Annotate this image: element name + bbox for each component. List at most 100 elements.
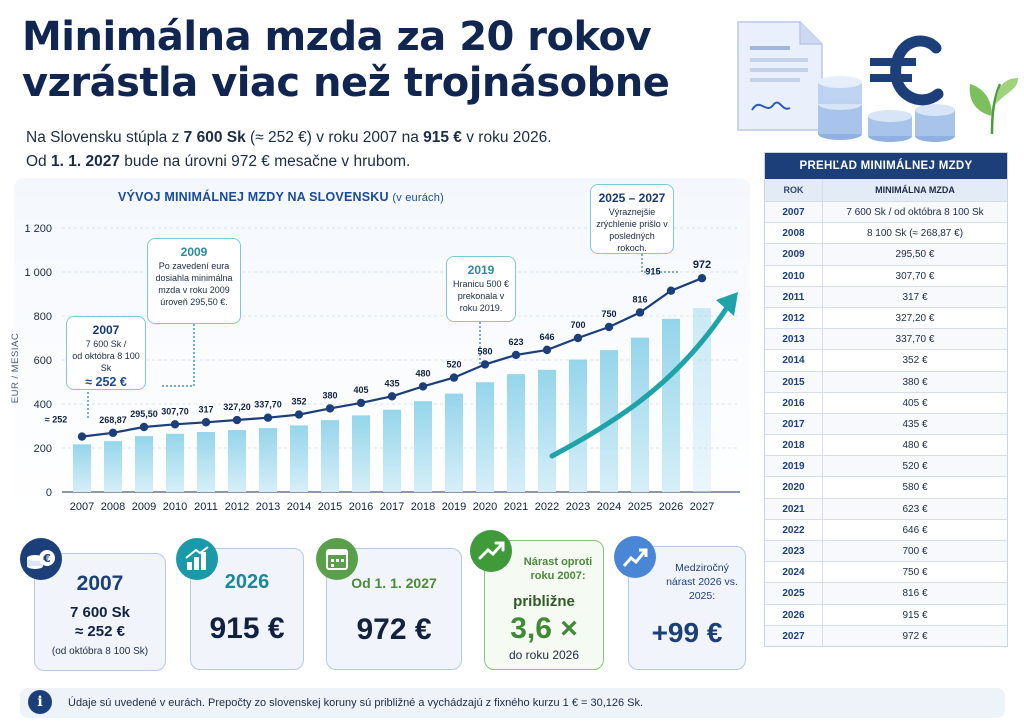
bar bbox=[197, 432, 215, 492]
data-label: 520 bbox=[446, 360, 461, 370]
y-tick-label: 600 bbox=[34, 355, 52, 367]
callout-connector bbox=[160, 324, 195, 387]
data-label: 700 bbox=[570, 320, 585, 330]
callout-2009: 2009 Po zavedení eura dosiahla minimálna… bbox=[147, 238, 241, 324]
kpi-2007-year: 2007 bbox=[76, 572, 124, 595]
table-cell-wage: 480 € bbox=[902, 440, 928, 452]
kpi-growth-approx: približne bbox=[513, 593, 575, 610]
euro-symbol-icon bbox=[870, 35, 944, 106]
x-tick-label: 2017 bbox=[380, 501, 404, 513]
data-point bbox=[604, 322, 614, 332]
x-tick-label: 2013 bbox=[256, 501, 280, 513]
callout-2007: 2007 7 600 Sk / od októbra 8 100 Sk ≈ 25… bbox=[66, 316, 146, 390]
table-cell-year: 2024 bbox=[765, 562, 823, 583]
title-line-1: Minimálna mzda za 20 rokov bbox=[22, 14, 652, 60]
table-cell-wage: 352 € bbox=[902, 355, 928, 367]
data-point bbox=[635, 308, 645, 317]
x-tick-label: 2016 bbox=[349, 501, 373, 513]
x-tick-label: 2024 bbox=[597, 501, 621, 513]
col-year-header: ROK bbox=[765, 179, 823, 201]
table-cell-wage: 520 € bbox=[902, 461, 928, 473]
y-tick-label: 400 bbox=[34, 399, 52, 411]
bar bbox=[352, 415, 370, 492]
data-label: 352 bbox=[291, 397, 306, 407]
document-coins-euro-illustration bbox=[737, 21, 1018, 142]
y-axis-label: EUR / MESIAC bbox=[10, 333, 21, 403]
table-row: 2024 750 € bbox=[765, 561, 1007, 583]
data-label: 337,70 bbox=[254, 400, 282, 410]
table-row: 2014 352 € bbox=[765, 349, 1007, 371]
table-cell-wage: 317 € bbox=[902, 291, 928, 303]
data-point bbox=[449, 373, 459, 382]
callout-2025-2027: 2025 – 2027 Výraznejšie zrýchlenie prišl… bbox=[590, 184, 674, 254]
col-wage-header: MINIMÁLNA MZDA bbox=[875, 185, 955, 195]
data-label: 623 bbox=[508, 337, 523, 347]
x-tick-label: 2007 bbox=[70, 501, 94, 513]
bar bbox=[290, 425, 308, 492]
data-point bbox=[573, 333, 583, 343]
trend-arrow bbox=[549, 303, 731, 459]
data-point bbox=[170, 420, 180, 429]
bar bbox=[383, 409, 401, 492]
data-point bbox=[542, 345, 552, 355]
table-cell-year: 2026 bbox=[765, 604, 823, 625]
table-cell-year: 2023 bbox=[765, 541, 823, 562]
table-row: 2009 295,50 € bbox=[765, 243, 1007, 265]
subtitle: Na Slovensku stúpla z 7 600 Sk (≈ 252 €)… bbox=[26, 126, 646, 174]
x-tick-label: 2012 bbox=[225, 501, 249, 513]
table-cell-wage: 307,70 € bbox=[895, 270, 935, 282]
table-cell-year: 2015 bbox=[765, 371, 823, 392]
data-point bbox=[201, 418, 211, 427]
x-tick-label: 2011 bbox=[194, 501, 218, 513]
table-cell-wage: 816 € bbox=[902, 588, 928, 600]
data-point bbox=[294, 410, 304, 419]
x-tick-label: 2014 bbox=[287, 501, 311, 513]
data-label: 646 bbox=[539, 332, 554, 342]
table-cell-year: 2008 bbox=[765, 223, 823, 244]
bar bbox=[507, 374, 525, 492]
table-row: 2019 520 € bbox=[765, 455, 1007, 477]
table-cell-wage: 623 € bbox=[902, 503, 928, 515]
table-cell-year: 2022 bbox=[765, 519, 823, 540]
data-point bbox=[666, 286, 676, 295]
table-cell-wage: 405 € bbox=[902, 397, 928, 409]
data-point bbox=[418, 382, 428, 391]
data-point bbox=[232, 415, 242, 425]
table-row: 2016 405 € bbox=[765, 391, 1007, 413]
data-point bbox=[139, 422, 149, 432]
page-title: Minimálna mzda za 20 rokov vzrástla viac… bbox=[22, 14, 722, 106]
callout-2019: 2019 Hranicu 500 € prekonala v roku 2019… bbox=[446, 256, 516, 322]
table-row: 2020 580 € bbox=[765, 476, 1007, 498]
table-cell-wage: 646 € bbox=[902, 524, 928, 536]
bar-chart-up-icon bbox=[176, 538, 218, 580]
table-cell-year: 2021 bbox=[765, 498, 823, 519]
table-cell-wage: 295,50 € bbox=[895, 249, 935, 261]
table-cell-wage: 337,70 € bbox=[895, 334, 935, 346]
kpi-growth-sub: do roku 2026 bbox=[508, 648, 580, 662]
bar bbox=[693, 308, 711, 492]
table-cell-wage: 435 € bbox=[902, 418, 928, 430]
x-tick-label: 2023 bbox=[566, 501, 590, 513]
data-point bbox=[77, 432, 87, 441]
data-label: ≈ 252 bbox=[45, 415, 67, 425]
title-line-2: vzrástla viac než trojnásobne bbox=[22, 60, 670, 106]
calendar-icon bbox=[316, 538, 358, 580]
table-row: 2022 646 € bbox=[765, 518, 1007, 540]
table-cell-year: 2027 bbox=[765, 625, 823, 646]
x-tick-label: 2015 bbox=[318, 501, 342, 513]
data-point bbox=[697, 273, 707, 283]
kpi-card-2007: 2007 7 600 Sk ≈ 252 € (od októbra 8 100 … bbox=[34, 553, 166, 671]
table-row: 2013 337,70 € bbox=[765, 328, 1007, 350]
kpi-2007-eur: ≈ 252 € bbox=[75, 623, 125, 640]
data-point bbox=[356, 398, 366, 408]
data-point bbox=[480, 360, 490, 369]
data-label: 327,20 bbox=[223, 402, 251, 412]
table-cell-year: 2007 bbox=[765, 202, 823, 223]
bar bbox=[73, 444, 91, 492]
table-title: PREHĽAD MINIMÁLNEJ MZDY bbox=[765, 153, 1007, 179]
table-row: 2010 307,70 € bbox=[765, 264, 1007, 286]
x-tick-label: 2009 bbox=[132, 501, 156, 513]
table-row: 2018 480 € bbox=[765, 434, 1007, 456]
table-row: 2023 700 € bbox=[765, 540, 1007, 562]
subtitle-line-1: Na Slovensku stúpla z 7 600 Sk (≈ 252 €)… bbox=[26, 129, 552, 146]
